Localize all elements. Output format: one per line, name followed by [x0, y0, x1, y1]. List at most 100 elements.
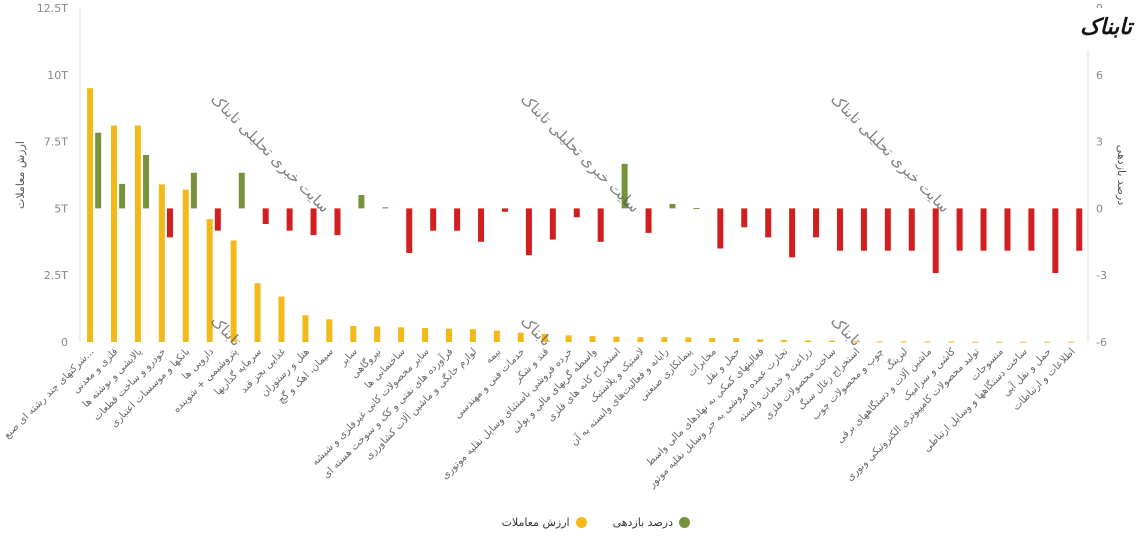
trade-value-bar[interactable]: [374, 326, 381, 342]
trade-value-bar[interactable]: [948, 341, 955, 343]
watermark-text: سایت خبری تحلیلی تابناک: [517, 90, 643, 216]
return-percent-bar[interactable]: [406, 208, 413, 253]
return-percent-bar[interactable]: [190, 172, 197, 209]
trade-value-bar[interactable]: [637, 337, 644, 342]
legend-item-value[interactable]: ارزش معاملات: [502, 516, 587, 529]
trade-value-bar[interactable]: [900, 341, 907, 343]
return-percent-bar[interactable]: [549, 208, 556, 240]
return-percent-bar[interactable]: [501, 208, 508, 212]
trade-value-bars: [87, 88, 1075, 343]
trade-value-bar[interactable]: [422, 328, 429, 342]
trade-value-bar[interactable]: [206, 219, 213, 342]
legend-item-return[interactable]: درصد بازدهی: [613, 516, 690, 529]
trade-value-bar[interactable]: [278, 296, 285, 342]
return-percent-bar[interactable]: [143, 154, 150, 209]
trade-value-bar[interactable]: [972, 341, 979, 343]
trade-value-bar[interactable]: [541, 333, 548, 342]
return-percent-bar[interactable]: [1052, 208, 1059, 273]
return-percent-bar[interactable]: [956, 208, 963, 251]
return-percent-bar[interactable]: [1004, 208, 1011, 251]
trade-value-bar[interactable]: [709, 337, 716, 342]
category-labels: شرکتهای چند رشته ای صنع...فلزی و معدنیپا…: [2, 345, 1078, 491]
return-percent-bar[interactable]: [884, 208, 891, 251]
trade-value-bar[interactable]: [445, 328, 452, 342]
return-percent-bar[interactable]: [238, 172, 245, 209]
return-percent-bar[interactable]: [262, 208, 269, 224]
trade-value-bar[interactable]: [589, 336, 596, 342]
return-percent-bar[interactable]: [525, 208, 532, 256]
trade-value-bar[interactable]: [1068, 341, 1075, 343]
trade-value-bar[interactable]: [398, 327, 405, 342]
trade-value-bar[interactable]: [876, 341, 883, 343]
return-percent-bar[interactable]: [669, 203, 676, 209]
return-percent-bar[interactable]: [717, 208, 724, 249]
return-percent-bar[interactable]: [95, 132, 102, 209]
return-percent-bar[interactable]: [573, 208, 580, 218]
return-percent-bar[interactable]: [1028, 208, 1035, 251]
return-percent-bar[interactable]: [860, 208, 867, 251]
trade-value-bar[interactable]: [182, 189, 189, 342]
watermark-small-text: تابناک: [827, 312, 865, 350]
trade-value-bar[interactable]: [852, 341, 859, 343]
trade-value-bar[interactable]: [302, 315, 309, 342]
return-percent-bar[interactable]: [166, 208, 173, 238]
return-percent-bar[interactable]: [980, 208, 987, 251]
return-percent-bar[interactable]: [214, 208, 221, 231]
watermark-text: سایت خبری تحلیلی تابناک: [207, 90, 333, 216]
trade-value-bar[interactable]: [87, 88, 94, 342]
return-percent-bar[interactable]: [119, 183, 126, 209]
trade-value-bar[interactable]: [685, 337, 692, 342]
return-percent-bar[interactable]: [310, 208, 317, 236]
return-percent-bar[interactable]: [765, 208, 772, 238]
return-percent-bar[interactable]: [1076, 208, 1083, 251]
trade-value-bar[interactable]: [613, 336, 620, 342]
return-percent-bar[interactable]: [334, 208, 341, 236]
trade-value-bar[interactable]: [517, 332, 524, 342]
return-percent-bar[interactable]: [382, 207, 389, 209]
return-percent-bar[interactable]: [693, 207, 700, 209]
trade-value-bar[interactable]: [565, 335, 572, 342]
trade-value-bar[interactable]: [134, 125, 141, 343]
return-percent-bar[interactable]: [908, 208, 915, 251]
trade-value-bar[interactable]: [661, 337, 668, 342]
return-percent-bar[interactable]: [286, 208, 293, 231]
trade-value-bar[interactable]: [757, 339, 764, 342]
trade-value-bar[interactable]: [469, 329, 476, 342]
trade-value-bar[interactable]: [1020, 341, 1027, 343]
legend-label-value: ارزش معاملات: [501, 515, 570, 529]
return-percent-bar[interactable]: [836, 208, 843, 251]
trade-value-bar[interactable]: [780, 339, 787, 342]
return-percent-bar[interactable]: [932, 208, 939, 273]
tabnak-logo: تابناک: [1052, 8, 1136, 50]
trade-value-bar[interactable]: [230, 240, 237, 342]
return-percent-bar[interactable]: [813, 208, 820, 238]
right-tick-label: -6: [1096, 336, 1107, 349]
trade-value-bar[interactable]: [254, 283, 261, 342]
trade-value-bar[interactable]: [158, 184, 165, 342]
return-percent-bar[interactable]: [645, 208, 652, 233]
trade-value-bar[interactable]: [924, 341, 931, 343]
trade-value-bar[interactable]: [326, 319, 333, 342]
left-tick-label: 2.5T: [44, 269, 68, 282]
trade-value-bar[interactable]: [110, 125, 117, 343]
right-axis-title: درصد بازدهی: [1115, 145, 1128, 206]
trade-value-bar[interactable]: [350, 325, 357, 342]
return-percent-bar[interactable]: [454, 208, 461, 231]
return-percent-bar[interactable]: [789, 208, 796, 258]
left-axis-title: ارزش معاملات: [14, 141, 27, 209]
trade-value-bar[interactable]: [493, 330, 500, 342]
trade-value-bar[interactable]: [733, 337, 740, 342]
return-percent-bar[interactable]: [478, 208, 485, 242]
return-percent-bar[interactable]: [358, 195, 365, 209]
trade-value-bar[interactable]: [828, 340, 835, 342]
return-percent-bar[interactable]: [430, 208, 437, 231]
trade-value-bar[interactable]: [1044, 341, 1051, 343]
trade-value-bar[interactable]: [804, 340, 811, 342]
return-percent-bar[interactable]: [741, 208, 748, 228]
return-percent-bar[interactable]: [597, 208, 604, 242]
return-percent-bar[interactable]: [621, 163, 628, 209]
return-percent-bars: [95, 132, 1083, 273]
trade-value-bar[interactable]: [996, 341, 1003, 343]
legend-label-return: درصد بازدهی: [612, 515, 673, 529]
